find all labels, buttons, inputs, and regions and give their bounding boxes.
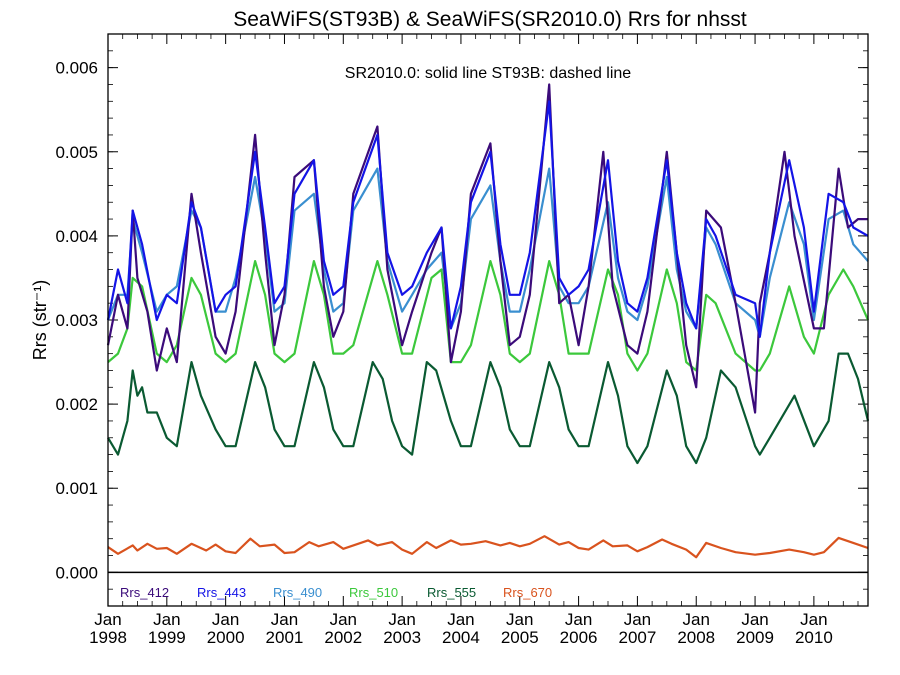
plot-frame — [107, 33, 869, 607]
x-tick-year-label: 2008 — [677, 628, 715, 647]
legend-entry-rrs-510: Rrs_510 — [349, 585, 398, 600]
legend-entry-rrs-412: Rrs_412 — [120, 585, 169, 600]
series-line-rrs-490 — [106, 167, 869, 338]
x-tick-year-label: 2006 — [560, 628, 598, 647]
y-tick-label: 0.000 — [55, 563, 98, 582]
series-line-rrs-443 — [106, 100, 869, 338]
series-line-rrs-555 — [107, 352, 870, 465]
legend-entry-rrs-555: Rrs_555 — [427, 585, 476, 600]
x-tick-month-label: Jan — [330, 610, 357, 629]
x-tick-year-label: 1998 — [89, 628, 127, 647]
x-tick-year-label: 2003 — [383, 628, 421, 647]
x-tick-year-label: 2010 — [795, 628, 833, 647]
x-tick-year-label: 2009 — [736, 628, 774, 647]
x-tick-month-label: Jan — [565, 610, 592, 629]
series-line-rrs-670 — [107, 535, 869, 559]
y-tick-label: 0.002 — [55, 395, 98, 414]
y-tick-label: 0.004 — [55, 227, 98, 246]
plot-area: 0.0000.0010.0020.0030.0040.0050.006Jan19… — [55, 33, 870, 647]
x-tick-month-label: Jan — [447, 610, 474, 629]
x-tick-month-label: Jan — [741, 610, 768, 629]
series-line-rrs-412 — [106, 83, 868, 414]
x-tick-month-label: Jan — [388, 610, 415, 629]
legend-entry-rrs-443: Rrs_443 — [197, 585, 246, 600]
x-tick-month-label: Jan — [153, 610, 180, 629]
x-tick-year-label: 2002 — [324, 628, 362, 647]
x-tick-month-label: Jan — [506, 610, 533, 629]
x-tick-year-label: 2004 — [442, 628, 480, 647]
line-style-note: SR2010.0: solid line ST93B: dashed line — [345, 65, 632, 82]
legend-entry-rrs-670: Rrs_670 — [503, 585, 552, 600]
x-tick-month-label: Jan — [212, 610, 239, 629]
y-axis-label: Rrs (str⁻¹) — [30, 280, 50, 360]
series-line-rrs-510 — [107, 260, 870, 372]
y-tick-label: 0.001 — [55, 479, 98, 498]
x-tick-year-label: 2000 — [207, 628, 245, 647]
y-tick-label: 0.003 — [55, 311, 98, 330]
x-tick-month-label: Jan — [271, 610, 298, 629]
legend-entry-rrs-490: Rrs_490 — [273, 585, 322, 600]
x-tick-month-label: Jan — [800, 610, 827, 629]
x-tick-month-label: Jan — [624, 610, 651, 629]
x-tick-month-label: Jan — [683, 610, 710, 629]
chart-title: SeaWiFS(ST93B) & SeaWiFS(SR2010.0) Rrs f… — [233, 8, 747, 31]
x-tick-year-label: 2005 — [501, 628, 539, 647]
x-tick-month-label: Jan — [94, 610, 121, 629]
x-tick-year-label: 2007 — [618, 628, 656, 647]
y-tick-label: 0.005 — [55, 143, 98, 162]
y-tick-label: 0.006 — [55, 59, 98, 78]
x-tick-year-label: 1999 — [148, 628, 186, 647]
x-tick-year-label: 2001 — [266, 628, 304, 647]
